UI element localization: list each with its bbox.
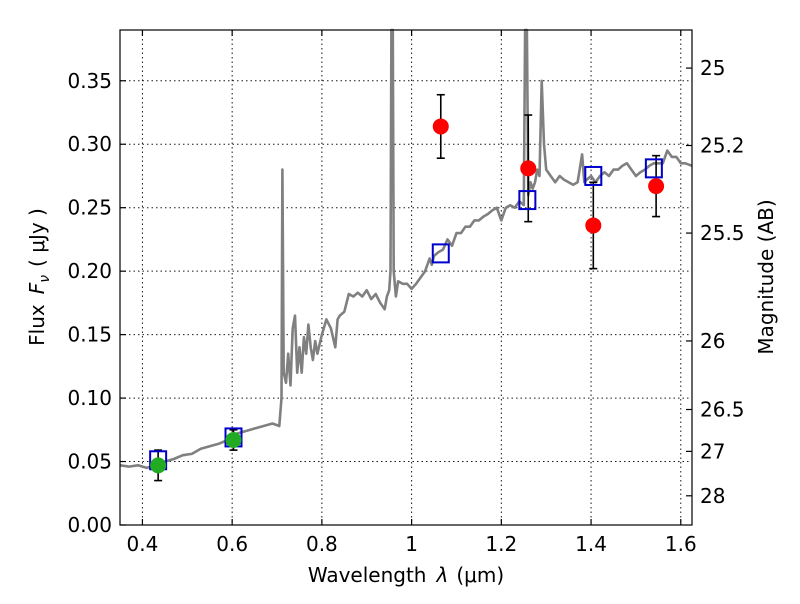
x-tick-label: 1.6 [665,532,697,556]
y-tick-label: 0.30 [67,132,112,156]
y-tick-label: 0.15 [67,323,112,347]
y-tick-label: 0.10 [67,386,112,410]
y2-axis-title: Magnitude (AB) [754,199,778,354]
ticks [120,30,692,526]
y-tick-label: 0.20 [67,259,112,283]
data-point-marker [648,178,665,195]
y-tick-label: 0.00 [67,513,112,537]
data-point-marker [225,431,242,448]
x-tick-label: 0.8 [306,532,338,556]
y-tick-label: 0.25 [67,196,112,220]
data-point-marker [585,217,602,234]
data-point-marker [520,160,537,177]
y-axis-title: FluxFν( μJy ) [25,208,53,346]
y2-tick-label: 28 [700,484,725,508]
x-tick-label: 1.4 [575,532,607,556]
x-tick-label: 0.4 [127,532,159,556]
x-tick-label: 0.6 [216,532,248,556]
x-axis-title: Wavelength λ (μm) [308,563,504,587]
x-tick-label: 1.2 [485,532,517,556]
y2-tick-label: 26.5 [700,398,745,422]
plot-frame [119,29,693,526]
x-tick-label: 1 [405,532,418,556]
model-square-marker [518,190,537,211]
tick-labels: 0.4 0.6 0.8 1 1.2 1.4 1.6 0.00 0.05 0.10 0.15 0.20 0… [67,56,744,556]
spectrum-line [119,28,693,470]
y2-tick-label: 25.5 [700,221,745,245]
y2-tick-label: 25 [700,56,725,80]
series-layer [119,28,693,482]
grid [120,30,692,526]
data-point-marker [432,118,449,135]
model-square-marker [431,243,450,264]
data-point-marker [150,457,167,474]
y2-tick-label: 26 [700,329,725,353]
y2-tick-label: 27 [700,439,725,463]
y-tick-label: 0.35 [67,69,112,93]
model-square-marker [584,165,603,186]
y-tick-label: 0.05 [67,450,112,474]
model-square-marker [644,158,663,179]
y2-tick-label: 25.2 [700,134,745,158]
